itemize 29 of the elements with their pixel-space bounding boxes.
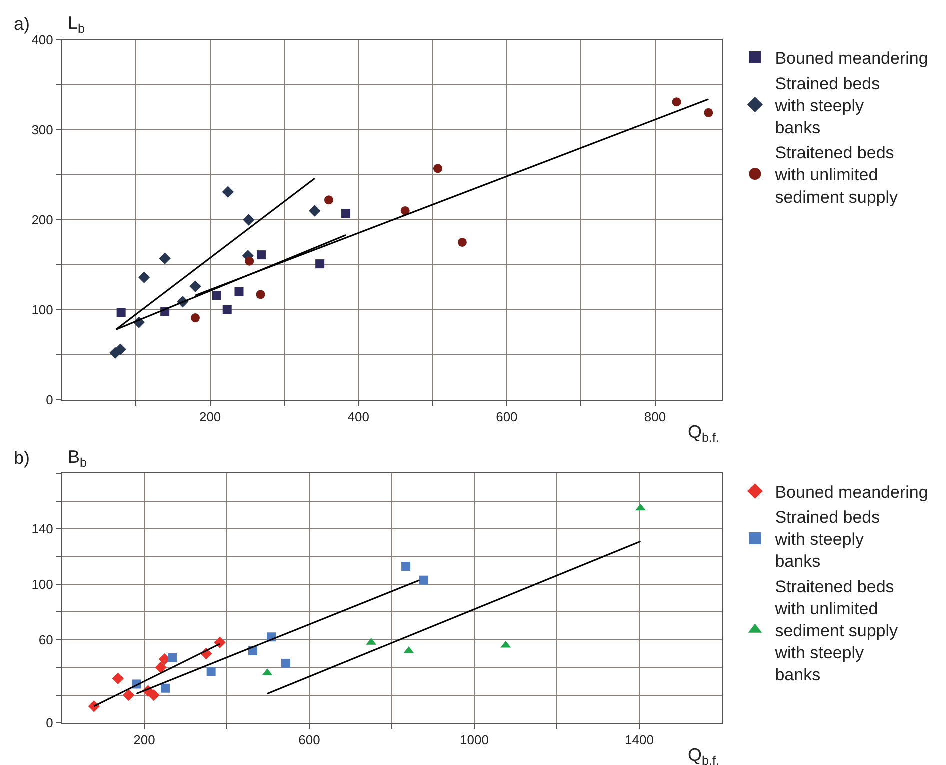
legend-label: Bouned meandering (775, 49, 928, 68)
y-tick-label: 0 (46, 716, 54, 731)
x-tick-label: 200 (199, 410, 222, 425)
y-axis-title: L$_{b}$ (68, 13, 86, 36)
y-tick-label: 200 (32, 212, 54, 228)
y-tick-label: 100 (32, 577, 54, 592)
x-tick-label: 200 (134, 732, 156, 748)
y-tick-label: 140 (32, 522, 54, 537)
y-tick-label: 400 (32, 32, 54, 48)
y-tick-label: 60 (38, 632, 54, 648)
y-tick-label: 300 (32, 122, 54, 138)
y-tick-label: 0 (46, 392, 54, 408)
text: a) (14, 14, 30, 34)
x-tick-label: 1000 (460, 732, 489, 748)
x-axis-title: Q$_{b.f.}$ (688, 745, 720, 765)
legend-label: Straitened beds with unlimited sediment supply (774, 144, 899, 207)
x-axis-title: Q$_{b.f.}$ (688, 422, 720, 445)
y-tick-label: 100 (32, 302, 54, 318)
x-tick-label: 600 (496, 410, 518, 425)
legend-label: Strained beds with steeply banks (774, 74, 880, 138)
x-tick-label: 1400 (625, 732, 654, 748)
legend-label: Straitened beds with unlimited sediment supply with steeply banks (774, 577, 899, 685)
x-tick-label: 800 (644, 410, 666, 425)
legend-label: Strained beds with steeply banks (774, 508, 880, 572)
x-tick-label: 600 (298, 732, 320, 748)
text: b) (14, 448, 30, 468)
legend-label: Bouned meandering (775, 482, 928, 502)
y-axis-title: B$_{b}$ (68, 447, 88, 470)
x-tick-label: 400 (348, 410, 370, 425)
